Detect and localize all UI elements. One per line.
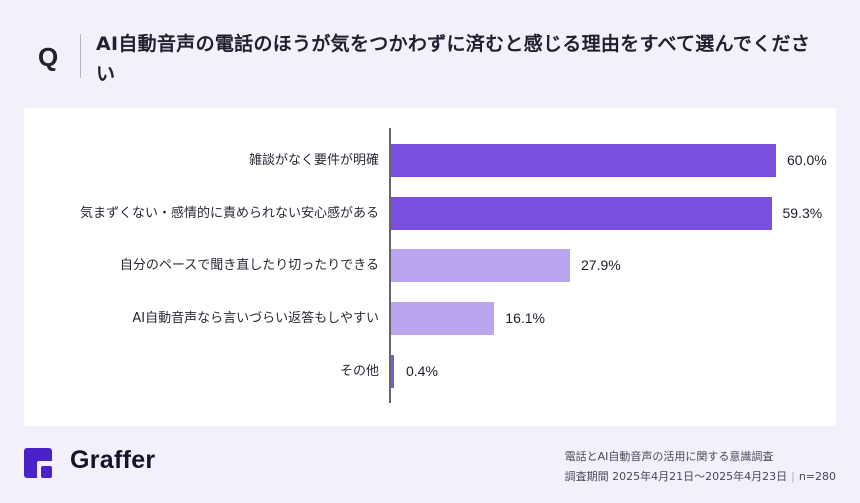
question-title: AI自動音声の電話のほうが気をつかわずに済むと感じる理由をすべて選んでください [96, 33, 811, 85]
survey-title: 電話とAI自動音声の活用に関する意識調査 [564, 450, 774, 463]
value-label: 59.3% [782, 205, 823, 221]
survey-info: 電話とAI自動音声の活用に関する意識調査 調査期間 2025年4月21日〜202… [565, 447, 836, 487]
survey-period: 調査期間 2025年4月21日〜2025年4月23日 [564, 470, 788, 483]
category-label: 気まずくない・感情的に責められない安心感がある [79, 206, 379, 221]
bar [391, 197, 772, 230]
bar [391, 302, 495, 335]
question-marker: Q [38, 42, 59, 72]
category-label: AI自動音声なら言いづらい返答もしやすい [132, 311, 379, 326]
bar [391, 144, 776, 177]
value-label: 0.4% [406, 363, 438, 379]
sample-size: n=280 [798, 470, 836, 483]
value-label: 27.9% [581, 257, 621, 273]
brand-name: Graffer [70, 446, 156, 474]
chart-card: 雑談がなく要件が明確 60.0% 気まずくない・感情的に責められない安心感がある 59… [24, 108, 836, 426]
category-label: その他 [339, 364, 379, 379]
bar [391, 355, 394, 388]
value-label: 60.0% [787, 152, 827, 168]
bar-row: 自分のペースで聞き直したり切ったりできる 27.9% [24, 249, 836, 282]
bar-row: AI自動音声なら言いづらい返答もしやすい 16.1% [24, 302, 836, 335]
header-divider [80, 34, 81, 78]
y-axis-line [389, 128, 391, 403]
graffer-logo-icon [24, 448, 52, 478]
bar-row: 雑談がなく要件が明確 60.0% [24, 144, 836, 177]
footer-separator: | [791, 470, 795, 483]
bar-row: その他 0.4% [24, 355, 836, 388]
survey-period-line: 調査期間 2025年4月21日〜2025年4月23日 | n=280 [565, 467, 836, 487]
value-label: 16.1% [505, 310, 545, 326]
category-label: 雑談がなく要件が明確 [248, 153, 379, 168]
bar-row: 気まずくない・感情的に責められない安心感がある 59.3% [24, 197, 836, 230]
category-label: 自分のペースで聞き直したり切ったりできる [119, 258, 379, 273]
bar [391, 249, 571, 282]
